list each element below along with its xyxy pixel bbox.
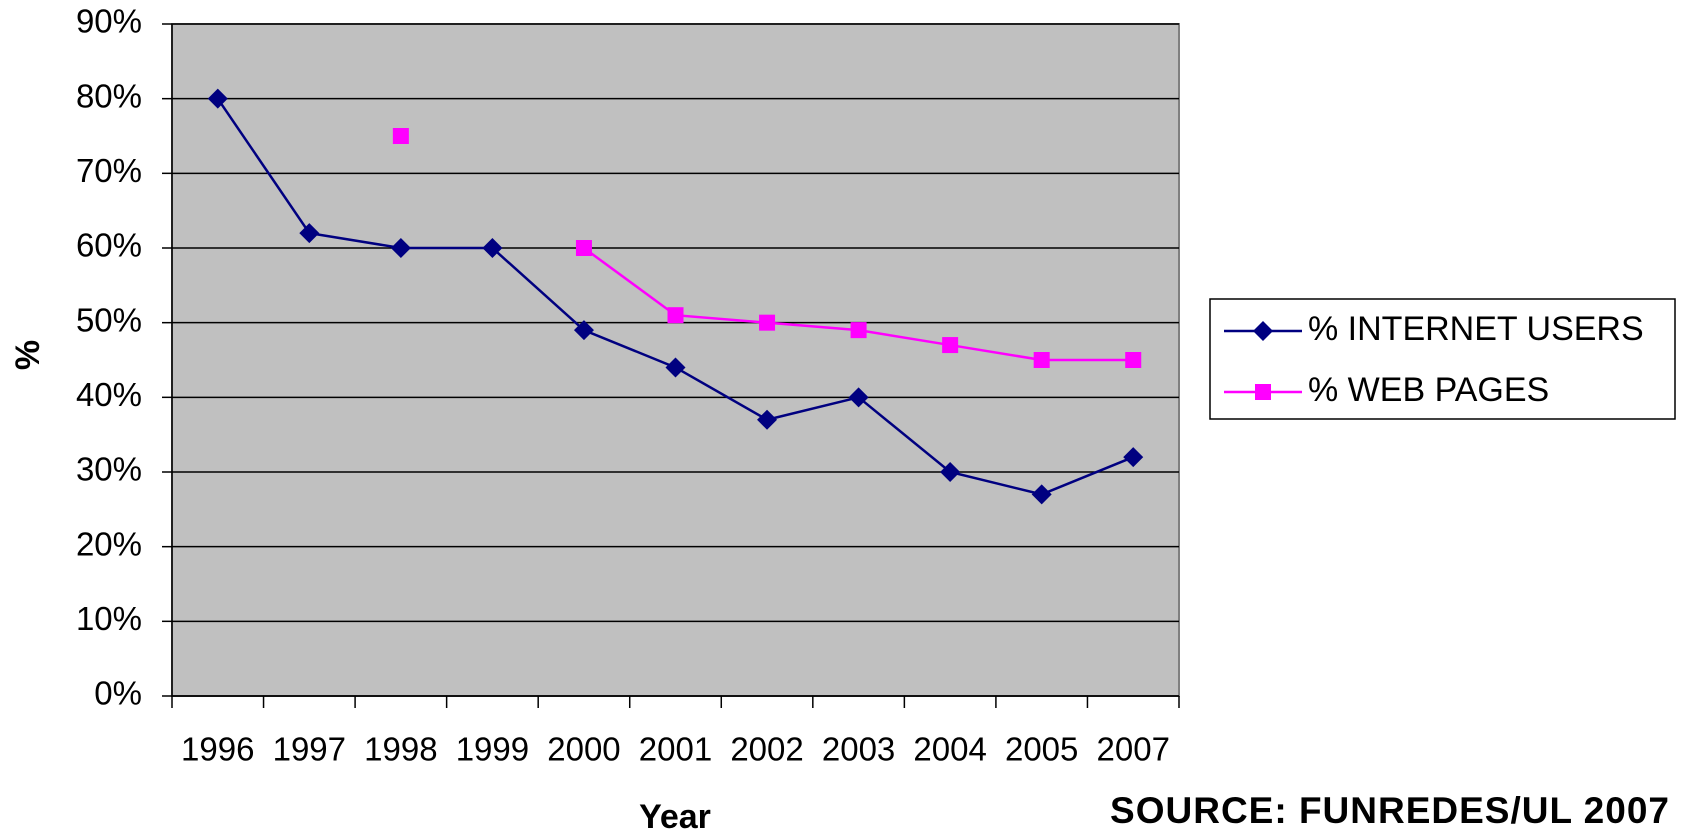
marker-diamond bbox=[482, 238, 503, 258]
y-tick-label: 60% bbox=[76, 227, 142, 264]
x-tick-label: 2005 bbox=[1005, 731, 1078, 768]
legend-marker bbox=[1253, 321, 1273, 341]
marker-diamond bbox=[665, 357, 686, 378]
x-tick-label: 1997 bbox=[273, 731, 346, 768]
marker-square bbox=[759, 314, 776, 331]
x-tick-label: 2002 bbox=[730, 731, 803, 768]
x-axis-label: Year bbox=[639, 798, 711, 835]
source-note: SOURCE: FUNREDES/UL 2007 bbox=[1110, 790, 1670, 831]
marker-diamond bbox=[573, 320, 594, 341]
x-tick-label: 2001 bbox=[639, 731, 712, 768]
marker-diamond bbox=[299, 223, 320, 244]
x-tick-label: 2007 bbox=[1097, 731, 1170, 768]
marker-diamond bbox=[940, 462, 961, 482]
legend-box bbox=[1209, 298, 1676, 420]
marker-square bbox=[850, 322, 867, 339]
marker-diamond bbox=[390, 238, 411, 258]
legend-label: % WEB PAGES bbox=[1308, 371, 1549, 409]
marker-diamond bbox=[757, 409, 778, 430]
marker-square bbox=[575, 240, 592, 256]
marker-square bbox=[1033, 352, 1050, 368]
y-tick-label: 80% bbox=[76, 77, 142, 114]
marker-square bbox=[942, 337, 959, 354]
y-tick-label: 0% bbox=[94, 675, 142, 712]
x-tick-label: 1999 bbox=[456, 731, 529, 768]
x-tick-label: 1996 bbox=[181, 731, 254, 768]
marker-diamond bbox=[1031, 484, 1052, 505]
marker-square bbox=[1125, 352, 1142, 368]
legend-marker bbox=[1255, 384, 1271, 400]
x-tick-label: 2004 bbox=[913, 731, 986, 768]
marker-diamond bbox=[1123, 447, 1144, 468]
y-tick-label: 10% bbox=[76, 600, 142, 637]
x-tick-label: 2000 bbox=[547, 731, 620, 768]
y-tick-label: 30% bbox=[76, 451, 142, 488]
y-tick-label: 90% bbox=[76, 3, 142, 40]
marker-square bbox=[392, 128, 409, 144]
y-tick-label: 70% bbox=[76, 152, 142, 189]
y-axis-label: % bbox=[9, 340, 47, 370]
marker-square bbox=[667, 307, 684, 324]
marker-diamond bbox=[848, 387, 869, 408]
x-tick-label: 1998 bbox=[364, 731, 437, 768]
legend-label: % INTERNET USERS bbox=[1308, 310, 1644, 348]
y-tick-label: 50% bbox=[76, 301, 142, 338]
marker-diamond bbox=[207, 88, 228, 109]
y-tick-label: 20% bbox=[76, 525, 142, 562]
x-tick-label: 2003 bbox=[822, 731, 895, 768]
y-tick-label: 40% bbox=[76, 376, 142, 413]
